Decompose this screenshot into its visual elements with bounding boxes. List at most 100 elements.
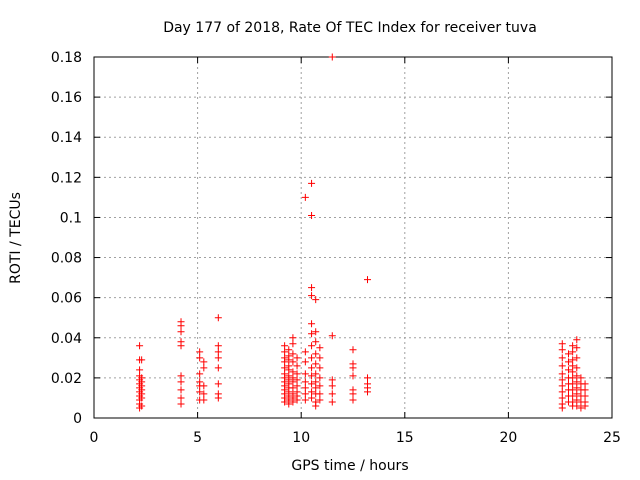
data-point [328,376,336,384]
data-point [328,390,336,398]
data-point [308,380,316,388]
data-point [573,364,581,372]
data-point [289,384,297,392]
y-tick-label: 0 [73,411,82,427]
data-point [285,400,293,408]
y-tick-label: 0.1 [60,210,82,226]
data-point [312,384,320,392]
data-point [364,374,372,382]
data-point [177,322,185,330]
data-point [136,366,144,374]
data-point [558,382,566,390]
data-point [177,394,185,402]
data-point [293,382,301,390]
data-point [312,360,320,368]
data-point [136,342,144,350]
y-tick-label: 0.04 [51,331,82,347]
data-point [573,390,581,398]
data-point [308,342,316,350]
data-point [569,342,577,350]
y-axis-label: ROTI / TECUs [8,192,24,284]
y-tick-label: 0.18 [51,50,82,66]
data-point [312,338,320,346]
data-point [281,358,289,366]
data-point [281,342,289,350]
data-point [328,332,336,340]
data-point [349,390,357,398]
data-point [558,370,566,378]
data-point [138,402,146,410]
y-tick-label: 0.12 [51,170,82,186]
data-point [301,396,309,404]
data-point [573,384,581,392]
data-point [285,356,293,364]
data-point [312,370,320,378]
data-point [200,382,208,390]
x-tick-label: 20 [499,430,517,446]
data-point [564,358,572,366]
data-point [301,378,309,386]
data-point [177,386,185,394]
data-point [138,356,146,364]
data-point [558,388,566,396]
data-point [196,370,204,378]
y-tick-label: 0.06 [51,291,82,307]
data-point [564,366,572,374]
data-point [177,378,185,386]
data-point [558,394,566,402]
y-tick-label: 0.16 [51,90,82,106]
data-point [312,328,320,336]
data-point [200,390,208,398]
data-point [573,344,581,352]
data-point [214,342,222,350]
data-point [285,366,293,374]
data-point [281,348,289,356]
data-point [281,364,289,372]
y-tick-label: 0.14 [51,130,82,146]
data-point [581,380,589,388]
data-point [312,350,320,358]
data-point [349,364,357,372]
data-point [573,378,581,386]
x-tick-label: 25 [603,430,621,446]
data-point [289,368,297,376]
data-point [349,372,357,380]
data-point [577,374,585,382]
data-point [308,284,316,292]
data-point [289,340,297,348]
data-point [573,336,581,344]
data-point [573,402,581,410]
x-tick-label: 10 [292,430,310,446]
data-point [316,344,324,352]
data-point [569,368,577,376]
data-point [316,382,324,390]
data-point [200,358,208,366]
data-point [301,390,309,398]
data-point [364,276,372,284]
data-point [177,342,185,350]
data-point [301,358,309,366]
data-point [289,378,297,386]
data-point [308,372,316,380]
data-point [573,354,581,362]
data-point [312,402,320,410]
data-point [558,376,566,384]
data-point [581,402,589,410]
data-point [289,350,297,358]
data-point [196,354,204,362]
data-point [573,396,581,404]
data-point [569,380,577,388]
data-point [581,392,589,400]
data-point [308,364,316,372]
data-point [301,348,309,356]
data-point [200,364,208,372]
data-point [289,398,297,406]
data-point [558,340,566,348]
y-tick-label: 0.02 [51,371,82,387]
plot-frame [93,56,613,419]
data-point [316,396,324,404]
data-point [308,320,316,328]
data-point [316,374,324,382]
data-point [569,386,577,394]
data-point [316,354,324,362]
